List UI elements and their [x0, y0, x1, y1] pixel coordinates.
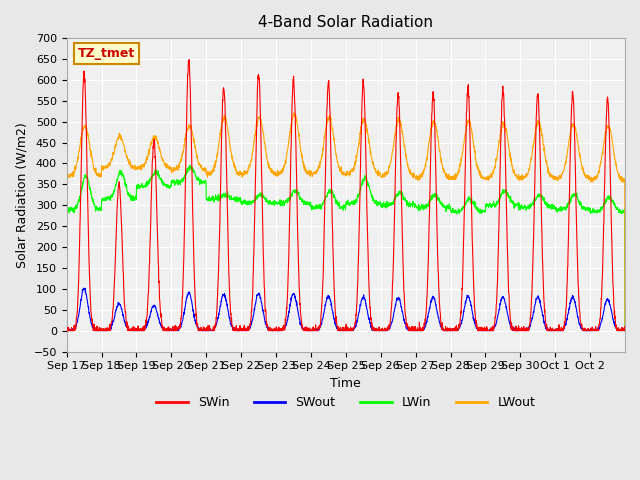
Title: 4-Band Solar Radiation: 4-Band Solar Radiation — [259, 15, 433, 30]
Text: TZ_tmet: TZ_tmet — [78, 47, 135, 60]
Legend: SWin, SWout, LWin, LWout: SWin, SWout, LWin, LWout — [152, 391, 540, 414]
Y-axis label: Solar Radiation (W/m2): Solar Radiation (W/m2) — [15, 122, 28, 268]
X-axis label: Time: Time — [330, 377, 361, 390]
